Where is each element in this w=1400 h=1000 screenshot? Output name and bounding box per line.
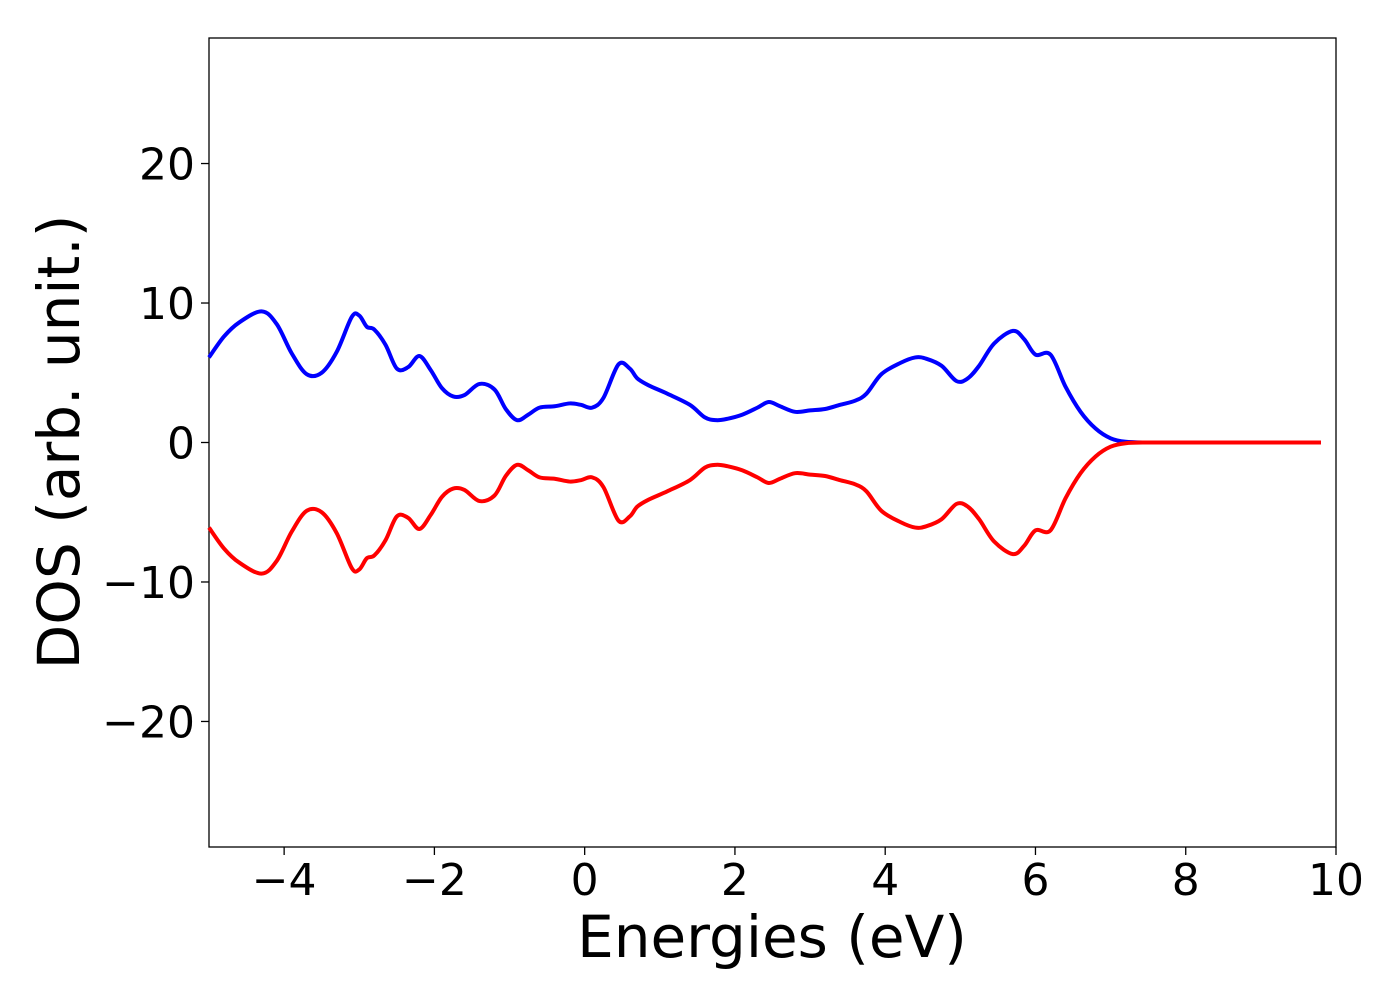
- x-axis-ticks: −4 −2 0 2 4 6 8 10: [252, 847, 1364, 906]
- x-tick-label: 4: [871, 855, 899, 906]
- y-axis-title: DOS (arb. unit.): [25, 215, 93, 670]
- x-tick-label: 8: [1172, 855, 1200, 906]
- x-tick-label: 10: [1308, 855, 1364, 906]
- series-layer: [207, 309, 1321, 576]
- x-tick-label: 0: [571, 855, 599, 906]
- y-tick-label: 0: [167, 419, 195, 470]
- x-tick-label: −2: [402, 855, 467, 906]
- y-tick-label: −20: [102, 697, 195, 748]
- dos-line-spin-down: [207, 440, 1321, 576]
- x-tick-label: 6: [1021, 855, 1049, 906]
- x-axis-title: Energies (eV): [577, 903, 967, 971]
- x-tick-label: −4: [252, 855, 317, 906]
- y-tick-label: −10: [102, 558, 195, 609]
- y-tick-label: 10: [139, 279, 195, 330]
- y-tick-label: 20: [139, 140, 195, 191]
- dos-line-spin-up: [207, 309, 1321, 445]
- plot-area: [207, 37, 1337, 848]
- x-tick-label: 2: [721, 855, 749, 906]
- y-axis-ticks: −20 −10 0 10 20: [102, 140, 209, 748]
